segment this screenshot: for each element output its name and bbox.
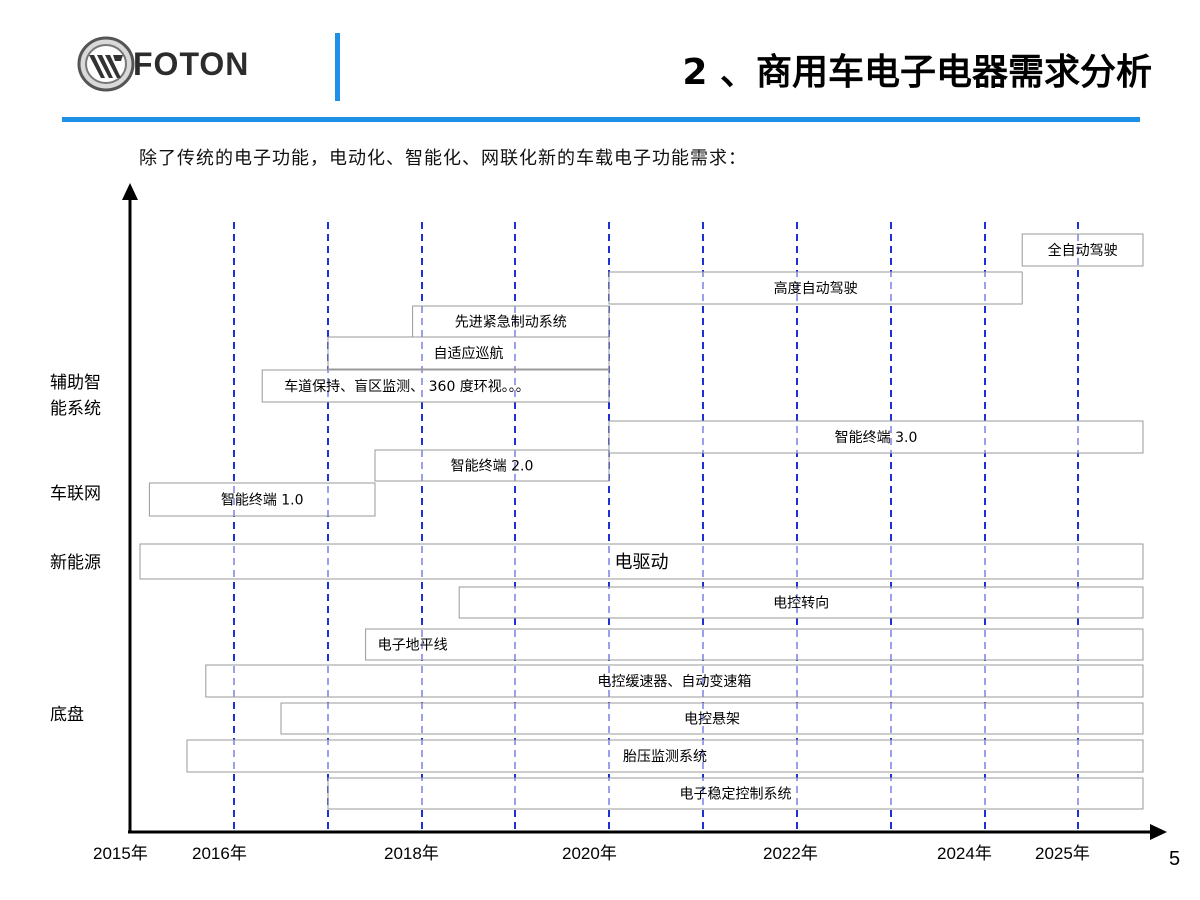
timeline-bar-label: 电控悬架 (684, 712, 740, 728)
y-axis-arrow-icon (122, 183, 138, 200)
timeline-bar (186, 739, 1144, 773)
timeline-bar (608, 271, 1023, 305)
timeline-bar-label: 先进紧急制动系统 (455, 315, 567, 331)
timeline-bar-label: 胎压监测系统 (623, 749, 707, 765)
timeline-bar-label: 智能终端 3.0 (835, 430, 918, 446)
timeline-bar (374, 449, 610, 482)
year-label: 2018年 (384, 844, 439, 863)
page-title: 2 、商用车电子电器需求分析 (682, 52, 1152, 93)
timeline-bar-label: 电子地平线 (378, 638, 448, 654)
timeline-bar (261, 369, 610, 403)
timeline-bar-label: 电控转向 (773, 596, 829, 612)
timeline-bar (1021, 233, 1144, 267)
timeline-bar (139, 543, 1144, 580)
timeline-bar-label: 车道保持、盲区监测、 360 度环视。。。 (284, 378, 530, 395)
timeline-bar (608, 420, 1144, 454)
timeline-bar-label: 自适应巡航 (434, 345, 504, 362)
header-rule (62, 117, 1140, 122)
category-label-chassis: 底盘 (50, 705, 84, 725)
year-label: 2016年 (192, 844, 247, 863)
logo-wordmark: FOTON (133, 46, 250, 82)
category-label-new-energy: 新能源 (50, 553, 101, 573)
year-label: 2024年 (937, 844, 992, 863)
category-label-connected: 车联网 (50, 484, 101, 504)
subtitle: 除了传统的电子功能，电动化、智能化、网联化新的车载电子功能需求： (139, 148, 747, 169)
timeline-bar (365, 628, 1144, 661)
timeline-bar (280, 702, 1144, 735)
x-axis-arrow-icon (1150, 824, 1167, 840)
timeline-bar (327, 336, 610, 370)
page-number: 5 (1169, 848, 1181, 870)
header-divider (335, 33, 340, 101)
timeline-bar (148, 482, 376, 517)
year-label: 2020年 (562, 844, 617, 863)
timeline-bar-label: 全自动驾驶 (1048, 242, 1118, 259)
year-label: 2022年 (763, 844, 818, 863)
timeline-bar (205, 664, 1144, 698)
timeline-bar-label: 电驱动 (615, 552, 669, 573)
timeline-bar (412, 305, 610, 338)
timeline-bar-label: 智能终端 1.0 (221, 493, 304, 509)
timeline-bar (327, 777, 1144, 810)
category-label-assist: 辅助智能系统 (50, 373, 101, 419)
year-label: 2015年 (93, 844, 148, 863)
foton-emblem-icon (77, 36, 135, 92)
timeline-bar-label: 高度自动驾驶 (774, 280, 858, 297)
year-label: 2025年 (1035, 844, 1090, 863)
timeline-bar (458, 586, 1144, 619)
timeline-bar-label: 智能终端 2.0 (451, 459, 534, 475)
foton-logo: FOTON (77, 34, 277, 94)
timeline-bar-label: 电控缓速器、自动变速箱 (597, 674, 751, 690)
timeline-bar-label: 电子稳定控制系统 (680, 787, 792, 803)
chart-axes (122, 183, 1167, 840)
